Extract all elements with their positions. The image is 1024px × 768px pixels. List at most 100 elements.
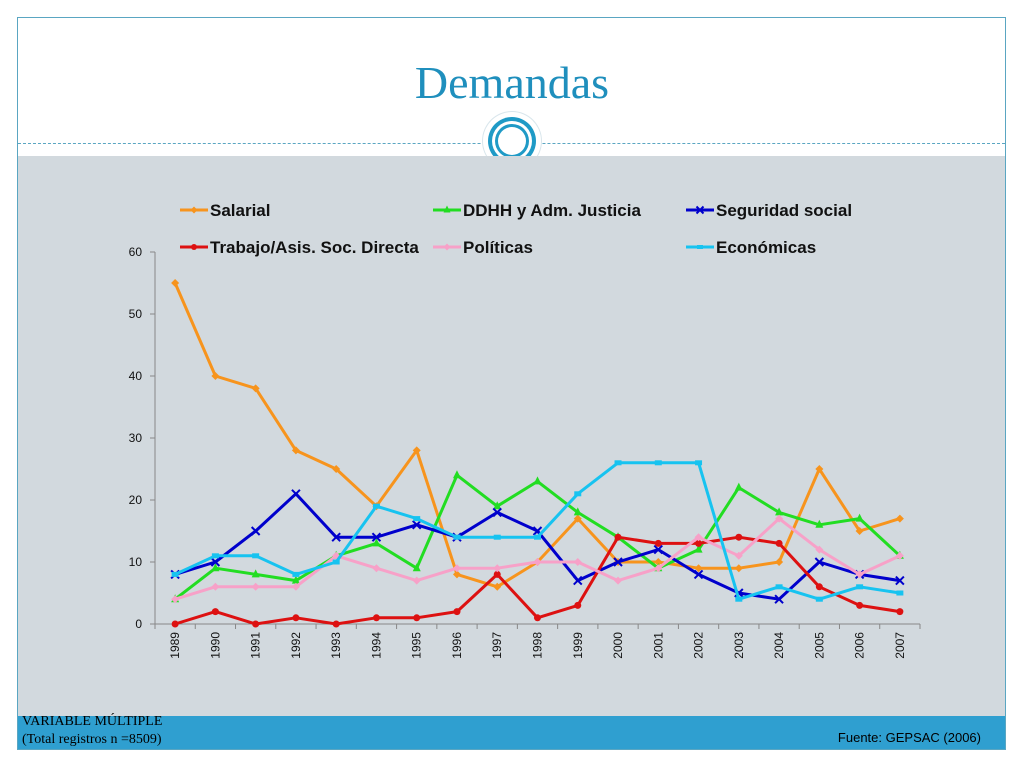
y-tick-label: 0 [135,617,142,631]
data-point-seguridad-social [210,557,221,567]
data-point-seguridad-social [774,594,784,604]
data-point-seguridad-social [895,575,905,586]
data-point-salarial [734,564,743,573]
footer-variable-note: VARIABLE MÚLTIPLE (Total registros n =85… [22,713,162,749]
x-tick-label: 1989 [168,632,182,659]
data-point-seguridad-social [693,569,704,580]
x-tick-label: 1991 [249,632,263,659]
data-point-salarial [251,384,260,393]
footer-total-registros: (Total registros n =8509) [22,732,162,747]
footer-variable-label: VARIABLE MÚLTIPLE [22,714,163,729]
x-tick-label: 1997 [490,632,504,659]
series-line-seguridad-social [174,492,901,601]
data-point-salarial [291,446,300,455]
y-tick-label: 60 [129,245,143,259]
data-point-salarial [211,372,220,380]
series-line-salarial [173,282,901,589]
data-point-trabajo-asis-soc-directa [896,608,904,616]
y-tick-label: 10 [129,555,143,569]
series-line-trabajo-asis-soc-directa [174,535,901,626]
data-point-economicas [372,503,380,509]
data-point-politicas [895,551,904,560]
legend-label-salarial: Salarial [210,201,271,220]
legend-marker-economicas [697,245,703,249]
data-point-ddhh-y-adm-justicia [251,569,260,578]
x-tick-label: 1992 [289,632,303,659]
data-point-ddhh-y-adm-justicia [412,563,421,572]
data-point-politicas [734,551,743,560]
footer-source: Fuente: GEPSAC (2006) [837,730,981,745]
data-point-ddhh-y-adm-justicia [533,476,542,485]
y-tick-label: 50 [129,307,143,321]
data-point-salarial [332,465,341,473]
data-point-politicas [412,576,421,585]
data-point-economicas [654,460,662,466]
data-point-ddhh-y-adm-justicia [694,544,703,553]
data-point-economicas [534,534,541,540]
data-point-economicas [211,553,219,559]
legend-label-politicas: Políticas [463,238,533,257]
data-point-economicas [292,571,300,577]
data-point-trabajo-asis-soc-directa [614,533,622,541]
x-tick-label: 1996 [450,632,464,659]
data-point-seguridad-social [573,575,583,586]
legend-marker-salarial [190,206,198,214]
data-point-politicas [855,570,864,579]
data-point-politicas [775,514,784,523]
data-point-economicas [171,571,179,577]
data-point-trabajo-asis-soc-directa [775,539,783,547]
data-point-politicas [171,595,180,604]
data-point-economicas [252,553,260,559]
x-tick-label: 2004 [772,632,786,659]
data-point-politicas [452,564,461,573]
data-point-salarial [815,465,824,473]
legend-marker-ddhh-y-adm-justicia [443,205,451,213]
data-point-ddhh-y-adm-justicia [815,519,824,528]
line-chart: 0 10 20 30 40 50 60 1989 1990 1991 1992 1993 1994 199… [129,201,921,659]
data-point-salarial [654,558,663,566]
legend-marker-trabajo-asis-soc-directa [191,244,197,250]
data-point-trabajo-asis-soc-directa [654,539,662,547]
data-point-seguridad-social [331,532,341,542]
x-tick-label: 1999 [571,632,585,659]
data-point-seguridad-social [613,557,623,567]
legend-marker-politicas [443,243,451,251]
data-point-politicas [654,564,663,573]
data-point-seguridad-social [371,532,382,542]
legend-marker-seguridad-social [695,205,705,215]
data-point-politicas [251,582,260,591]
data-point-ddhh-y-adm-justicia [573,507,582,516]
data-point-politicas [614,576,623,585]
data-point-trabajo-asis-soc-directa [574,601,582,609]
data-point-economicas [614,460,622,466]
y-tick-label: 40 [129,369,143,383]
data-point-economicas [856,584,864,590]
y-tick-label: 20 [129,493,143,507]
chart-panel: 0 10 20 30 40 50 60 1989 1990 1991 1992 1993 1994 199… [18,156,1005,716]
data-point-trabajo-asis-soc-directa [493,570,501,578]
data-point-economicas [775,584,783,590]
data-point-politicas [815,545,824,554]
data-point-politicas [372,564,381,573]
data-point-economicas [493,534,501,540]
x-tick-label: 2002 [692,632,706,659]
x-tick-label: 2005 [812,632,826,659]
x-tick-label: 2006 [853,632,867,659]
data-point-trabajo-asis-soc-directa [252,620,260,628]
data-point-ddhh-y-adm-justicia [775,507,784,516]
data-point-economicas [574,491,582,497]
data-point-ddhh-y-adm-justicia [211,563,220,572]
data-point-salarial [895,514,904,523]
data-point-seguridad-social [291,489,301,499]
data-point-ddhh-y-adm-justicia [372,538,381,547]
data-point-ddhh-y-adm-justicia [452,470,461,479]
x-tick-label: 2000 [611,632,625,659]
data-point-seguridad-social [412,520,422,530]
data-point-ddhh-y-adm-justicia [734,482,743,491]
data-point-politicas [694,533,703,542]
data-point-economicas [695,460,703,466]
data-point-salarial [171,279,180,287]
data-point-trabajo-asis-soc-directa [453,608,461,616]
footer-bar: VARIABLE MÚLTIPLE (Total registros n =85… [18,713,1005,749]
data-point-salarial [412,446,421,455]
